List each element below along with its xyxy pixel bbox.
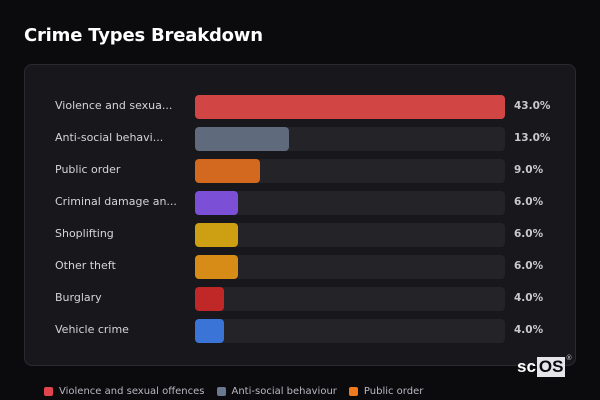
bar-row: Shoplifting 6.0% xyxy=(25,223,575,247)
bar-fill[interactable] xyxy=(195,255,239,279)
bar-label: Shoplifting xyxy=(55,227,114,240)
bar-row: Public order 9.0% xyxy=(25,159,575,183)
page-title: Crime Types Breakdown xyxy=(24,25,263,46)
bar-fill[interactable] xyxy=(195,95,505,119)
bar-track xyxy=(195,191,505,215)
legend-swatch-icon xyxy=(348,387,358,396)
bar-track xyxy=(195,223,505,247)
bar-value: 4.0% xyxy=(514,292,544,304)
bar-row: Violence and sexua... 43.0% xyxy=(25,95,575,119)
logo-text-os: OS xyxy=(536,357,566,377)
bar-track xyxy=(195,287,505,311)
bar-fill[interactable] xyxy=(195,191,239,215)
bar-value: 43.0% xyxy=(514,100,551,112)
bar-track xyxy=(195,319,505,343)
bar-label: Anti-social behavi... xyxy=(55,131,164,144)
legend-item[interactable]: Public order xyxy=(348,386,424,397)
bar-row: Burglary 4.0% xyxy=(25,287,575,311)
chart-panel: Violence and sexua... 43.0% Anti-social be… xyxy=(24,64,576,366)
bar-fill[interactable] xyxy=(195,127,289,151)
bar-row: Other theft 6.0% xyxy=(25,255,575,279)
bar-track xyxy=(195,159,505,183)
bar-value: 6.0% xyxy=(514,196,544,208)
legend-label: Violence and sexual offences xyxy=(59,386,205,397)
bar-fill[interactable] xyxy=(195,159,260,183)
bar-value: 9.0% xyxy=(514,164,544,176)
bar-row: Vehicle crime 4.0% xyxy=(25,319,575,343)
bar-row: Anti-social behavi... 13.0% xyxy=(25,127,575,151)
registered-mark: ® xyxy=(566,355,572,362)
logo-text-sc: sc xyxy=(517,357,536,376)
legend-swatch-icon xyxy=(216,387,226,396)
bar-fill[interactable] xyxy=(195,319,224,343)
bar-label: Other theft xyxy=(55,259,116,272)
bar-track xyxy=(195,127,505,151)
bar-label: Criminal damage an... xyxy=(55,195,177,208)
bar-track xyxy=(195,255,505,279)
bar-value: 13.0% xyxy=(514,132,551,144)
legend-label: Public order xyxy=(363,386,424,397)
legend-item[interactable]: Anti-social behaviour xyxy=(216,386,337,397)
legend-swatch-icon xyxy=(44,387,53,396)
bar-row: Criminal damage an... 6.0% xyxy=(25,191,575,215)
bar-label: Public order xyxy=(55,163,121,176)
bar-fill[interactable] xyxy=(195,223,239,247)
chart-legend: Violence and sexual offences Anti-social … xyxy=(44,386,423,397)
bar-value: 6.0% xyxy=(514,228,544,240)
bar-track xyxy=(195,95,505,119)
bar-value: 4.0% xyxy=(514,324,544,336)
bar-label: Vehicle crime xyxy=(55,323,129,336)
bar-label: Burglary xyxy=(55,291,102,304)
bar-value: 6.0% xyxy=(514,260,544,272)
scos-logo: sc OS ® xyxy=(517,355,572,377)
legend-item[interactable]: Violence and sexual offences xyxy=(44,386,205,397)
bar-fill[interactable] xyxy=(195,287,224,311)
bar-label: Violence and sexua... xyxy=(55,99,173,112)
legend-label: Anti-social behaviour xyxy=(231,386,337,397)
